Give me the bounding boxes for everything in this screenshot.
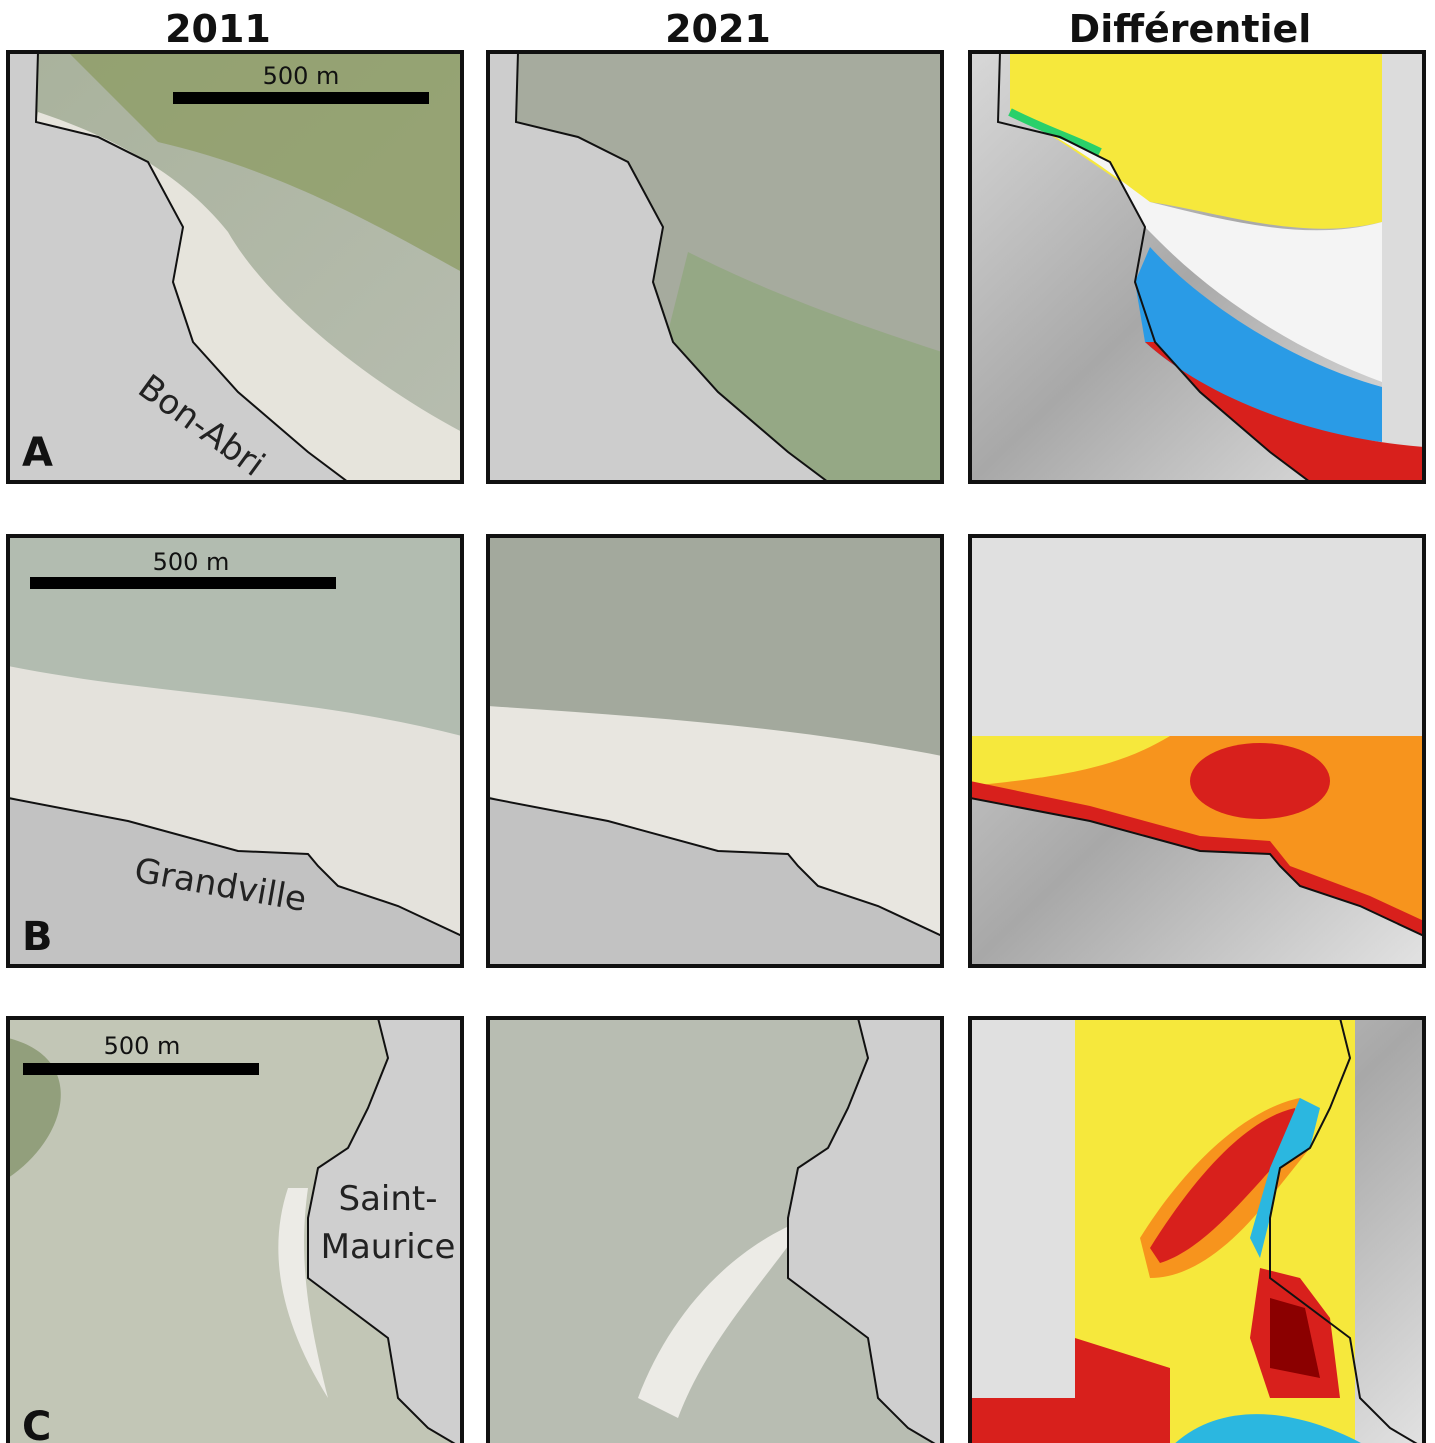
- scale-label: 500 m: [153, 548, 230, 576]
- column-header: 2021: [665, 7, 771, 51]
- panel-a-2021: [488, 52, 942, 482]
- panel-c-differential: [970, 1018, 1424, 1443]
- panel-b-2011: 500 m B Grandville: [8, 536, 462, 966]
- column-header: 2011: [165, 7, 271, 51]
- place-name: Maurice: [321, 1227, 456, 1267]
- column-header: Différentiel: [1069, 7, 1312, 51]
- panel-c-2011: 500 m C Saint- Maurice: [8, 1018, 462, 1443]
- panel-a-2011: 500 m A Bon-Abri: [8, 52, 462, 485]
- panel-letter: A: [22, 430, 53, 476]
- panel-b-differential: [970, 536, 1424, 966]
- scale-label: 500 m: [263, 62, 340, 90]
- panel-a-differential: [970, 52, 1424, 482]
- panel-letter: B: [22, 914, 53, 960]
- panel-b-2021: [488, 536, 942, 966]
- figure: 2011 2021 Différentiel 500 m A Bon-Abri: [0, 0, 1435, 1443]
- panel-c-2021: [488, 1018, 942, 1443]
- scale-label: 500 m: [104, 1032, 181, 1060]
- panel-letter: C: [22, 1404, 51, 1443]
- place-name: Saint-: [338, 1179, 437, 1219]
